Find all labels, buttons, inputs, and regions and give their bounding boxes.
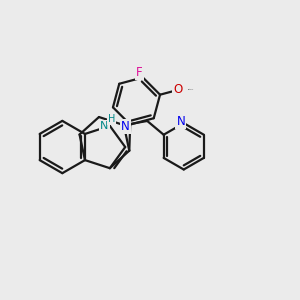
Text: N: N [100, 121, 109, 131]
Text: N: N [176, 115, 185, 128]
Text: N: N [121, 120, 130, 133]
Text: H: H [108, 114, 115, 124]
Text: methoxy: methoxy [188, 89, 194, 90]
Text: O: O [173, 83, 183, 96]
Text: F: F [136, 66, 142, 79]
